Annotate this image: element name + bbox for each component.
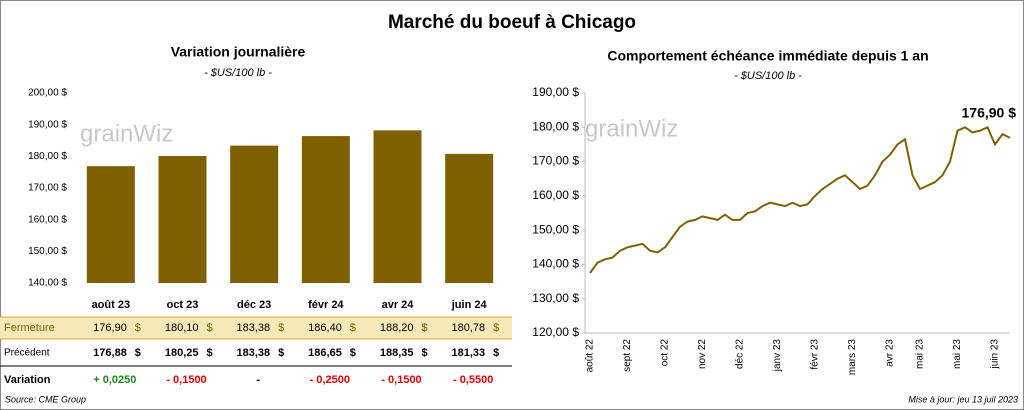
unit: $ (278, 347, 284, 359)
bar (86, 166, 135, 283)
data-label: 180,78 (452, 322, 486, 334)
unit: $ (350, 322, 356, 334)
x-tick-label: mai 23 (952, 339, 963, 369)
watermark: grainWiz (585, 115, 678, 142)
unit: $ (421, 322, 427, 334)
y-tick-label: 130,00 $ (532, 291, 579, 305)
y-tick-label: 140,00 $ (28, 278, 67, 289)
unit: $ (206, 322, 212, 334)
x-tick-label: févr 23 (810, 339, 821, 370)
y-tick-label: 160,00 $ (532, 188, 579, 202)
x-tick-label: août 23 (92, 299, 131, 311)
bar (301, 136, 350, 283)
chart-subtitle: - $US/100 lb - (204, 67, 272, 79)
watermark: grainWiz (80, 120, 173, 147)
data-label: 180,10 (165, 322, 199, 334)
table-cell: - 0,1500 (166, 374, 206, 386)
data-label: 186,40 (308, 322, 342, 334)
table-cell: - 0,5500 (453, 374, 493, 386)
y-tick-label: 120,00 $ (532, 325, 579, 339)
chart-title: Variation journalière (171, 44, 306, 60)
unit: $ (278, 322, 284, 334)
row-label: Précédent (4, 348, 50, 359)
row-label: Fermeture (4, 322, 55, 334)
x-tick-label: juin 23 (990, 339, 1001, 370)
x-tick-label: oct 22 (660, 339, 671, 367)
bar (230, 145, 279, 283)
annotation: 176,90 $ (962, 105, 1017, 121)
unit: $ (135, 347, 141, 359)
x-tick-label: juin 24 (451, 299, 488, 311)
y-tick-label: 150,00 $ (28, 246, 67, 257)
x-tick-label: févr 24 (308, 299, 344, 311)
x-tick-label: déc 22 (735, 339, 746, 369)
table-cell: 176,88 (93, 347, 127, 359)
y-tick-label: 190,00 $ (532, 85, 579, 99)
x-tick-label: janv 23 (772, 339, 783, 373)
y-tick-label: 170,00 $ (532, 154, 579, 168)
x-tick-label: août 22 (585, 339, 596, 373)
table-cell: + 0,0250 (93, 374, 136, 386)
data-label: 176,90 (93, 322, 127, 334)
unit: $ (206, 347, 212, 359)
x-tick-label: oct 23 (167, 299, 199, 311)
unit: $ (421, 347, 427, 359)
page-title: Marché du boeuf à Chicago (388, 12, 636, 33)
row-label: Variation (4, 374, 51, 386)
table-cell: 186,65 (308, 347, 342, 359)
table-cell: 180,25 (165, 347, 199, 359)
chart-title: Comportement échéance immédiate depuis 1… (607, 48, 928, 64)
bar (158, 156, 207, 283)
y-tick-label: 190,00 $ (28, 119, 67, 130)
x-tick-label: avr 23 (885, 339, 896, 367)
chart-subtitle: - $US/100 lb - (734, 70, 802, 82)
x-tick-label: avr 24 (382, 299, 415, 311)
line (589, 125, 1011, 274)
data-label: 183,38 (237, 322, 271, 334)
unit: $ (493, 347, 499, 359)
unit: $ (493, 322, 499, 334)
y-tick-label: 160,00 $ (28, 214, 67, 225)
bar (373, 130, 422, 283)
table-cell: - 0,1500 (381, 374, 421, 386)
x-tick-label: sept 22 (622, 339, 633, 372)
x-tick-label: nov 22 (697, 339, 708, 369)
x-tick-label: déc 23 (237, 299, 271, 311)
table-cell: 183,38 (237, 347, 271, 359)
x-tick-label: mai 23 (915, 339, 926, 369)
y-tick-label: 170,00 $ (28, 183, 67, 194)
y-tick-label: 180,00 $ (28, 151, 67, 162)
highlight-row (0, 317, 512, 339)
data-label: 188,20 (380, 322, 414, 334)
table-cell: - 0,2500 (310, 374, 350, 386)
y-tick-label: 200,00 $ (28, 88, 67, 99)
table-cell: 188,35 (380, 347, 414, 359)
x-tick-label: mars 23 (847, 339, 858, 376)
bar (445, 153, 494, 283)
y-tick-label: 140,00 $ (532, 257, 579, 271)
updated: Mise à jour: jeu 13 juil 2023 (908, 394, 1018, 404)
y-tick-label: 180,00 $ (532, 119, 579, 133)
table-cell: - (256, 374, 260, 386)
unit: $ (350, 347, 356, 359)
y-tick-label: 150,00 $ (532, 222, 579, 236)
unit: $ (135, 322, 141, 334)
source: Source: CME Group (5, 394, 86, 404)
table-cell: 181,33 (452, 347, 486, 359)
